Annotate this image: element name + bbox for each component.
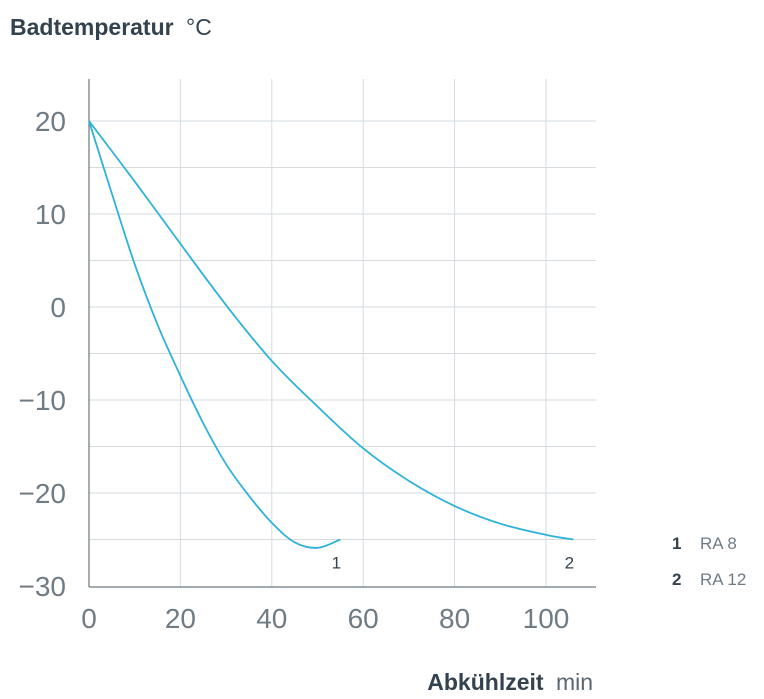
y-axis-title-label: Badtemperatur [10,14,174,40]
y-tick-label: −10 [19,385,67,416]
x-axis-title-label: Abkühlzeit [427,669,544,695]
legend-item-number: 2 [672,570,681,589]
x-tick-label: 40 [256,603,287,634]
y-tick-label: −30 [19,571,67,602]
series-line [88,120,574,541]
x-axis-title-unit: min [556,669,593,695]
grid [88,79,596,587]
legend: 1 RA 8 2 RA 12 [672,534,746,589]
axes [88,79,596,588]
x-tick-labels: 0 20 40 60 80 100 [81,603,569,634]
legend-item-number: 1 [672,534,681,553]
series-line [88,120,341,549]
series-end-label: 1 [332,554,341,573]
y-tick-label: −20 [19,478,67,509]
y-axis-title-unit: °C [186,14,212,40]
series-end-label: 2 [565,554,574,573]
legend-item: 1 RA 8 [672,534,737,553]
y-tick-label: 0 [50,292,66,323]
y-tick-label: 10 [35,199,66,230]
x-tick-label: 60 [348,603,379,634]
legend-item-name: RA 12 [700,570,746,589]
y-axis-title: Badtemperatur °C [10,14,212,40]
x-tick-label: 100 [523,603,570,634]
y-tick-label: 20 [35,106,66,137]
legend-item: 2 RA 12 [672,570,746,589]
y-tick-labels: 20 10 0 −10 −20 −30 [19,106,67,602]
legend-item-name: RA 8 [700,534,737,553]
x-tick-label: 80 [439,603,470,634]
x-tick-label: 20 [165,603,196,634]
x-tick-label: 0 [81,603,97,634]
series [88,120,574,549]
x-axis-title: Abkühlzeit min [427,669,593,695]
